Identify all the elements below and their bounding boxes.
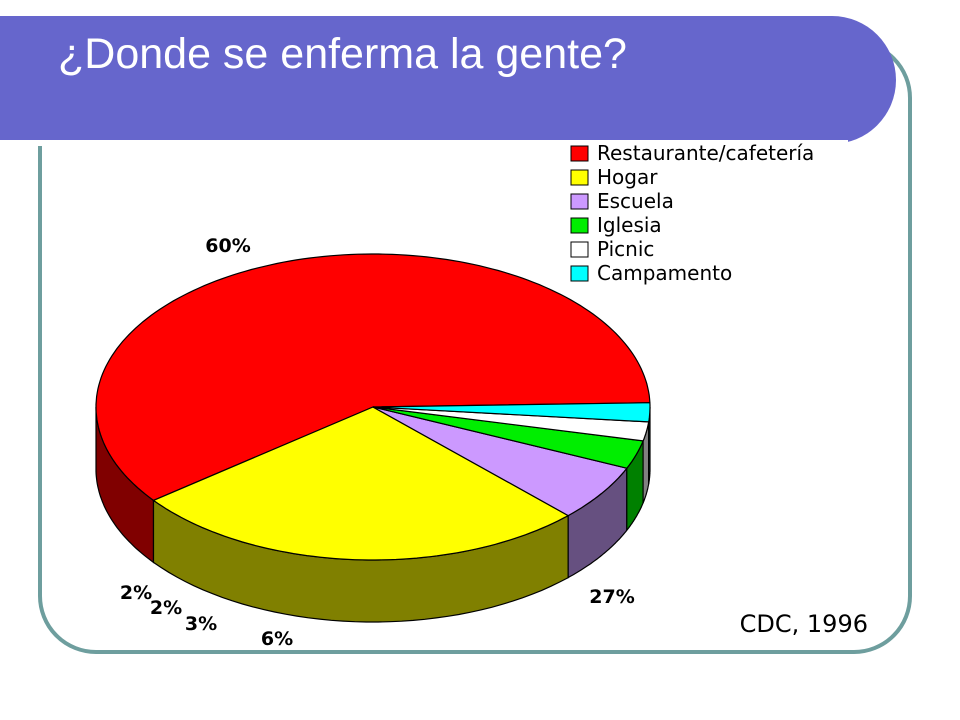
pct-label-iglesia: 3% [185,613,217,635]
slide-title: ¿Donde se enferma la gente? [58,30,627,78]
title-bar [0,16,896,146]
pie-labels: 60%27%6%3%2%2% [120,235,635,650]
legend-label-iglesia: Iglesia [597,213,662,237]
legend-label-restaurante-cafeteria: Restaurante/cafetería [597,141,814,165]
pct-label-restaurante-cafeteria: 60% [205,235,250,257]
pie-slice-campamento [372,402,651,423]
legend-swatch-picnic [570,241,589,258]
pct-label-campamento: 2% [120,582,152,604]
legend-swatch-escuela [570,193,589,210]
pie-slice-restaurante-cafeteria [95,253,651,502]
pct-label-picnic: 2% [150,597,182,619]
pct-label-hogar: 27% [589,586,634,608]
legend-label-campamento: Campamento [597,261,732,285]
title-underline [0,140,848,146]
legend-swatch-restaurante-cafeteria [570,145,589,162]
pie-top [95,253,651,561]
pie-slice-picnic [372,406,650,442]
legend-swatch-iglesia [570,217,589,234]
legend-label-escuela: Escuela [597,189,674,213]
legend: Restaurante/cafeteríaHogarEscuelaIglesia… [570,141,814,285]
pct-label-escuela: 6% [261,628,293,650]
legend-label-hogar: Hogar [597,165,658,189]
pie-slice-hogar [152,406,570,561]
pie-slice-escuela [372,406,628,517]
legend-label-picnic: Picnic [597,237,654,261]
legend-swatch-campamento [570,265,589,282]
pie-slice-iglesia [372,406,644,469]
legend-swatch-hogar [570,169,589,186]
source-note: CDC, 1996 [739,610,868,638]
